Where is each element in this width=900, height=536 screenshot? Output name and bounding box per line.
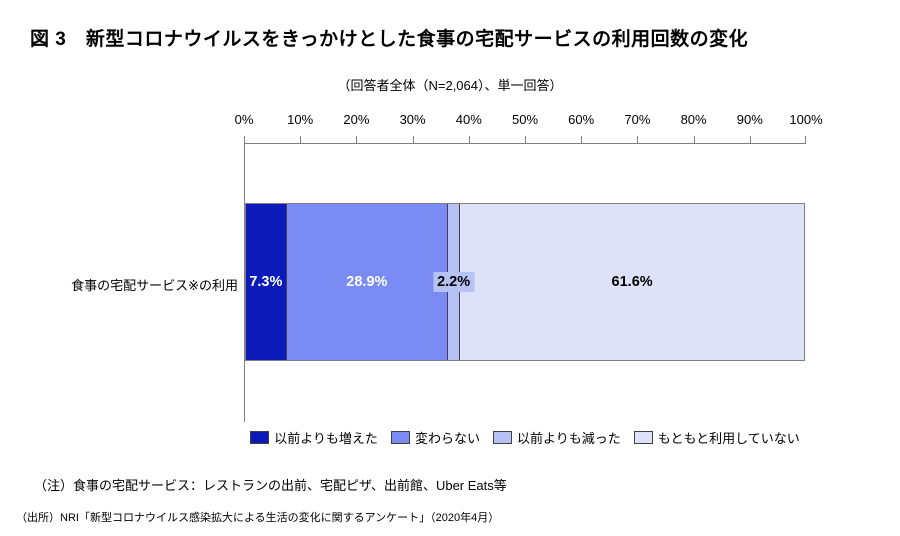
bar-segment-もともと利用していない: 61.6%	[460, 204, 804, 360]
legend-swatch	[250, 431, 270, 444]
x-tick-mark	[300, 136, 302, 143]
x-tick-mark	[244, 136, 245, 143]
legend-label: 変わらない	[414, 431, 480, 446]
x-tick-label: 30%	[399, 112, 426, 127]
x-axis-tick-labels: 0% 10% 20% 30% 40% 50% 60% 70% 80% 90% 100%	[235, 112, 823, 130]
x-tick-mark	[412, 136, 414, 143]
x-tick-mark	[356, 136, 358, 143]
x-axis-tick-marks	[244, 136, 806, 143]
x-tick-mark	[805, 136, 806, 143]
legend-item: もともと利用していない	[633, 428, 800, 447]
y-axis-line	[244, 143, 245, 422]
x-tick-mark	[468, 136, 470, 143]
x-tick-label: 90%	[736, 112, 763, 127]
bar-segment-以前よりも増えた: 7.3%	[246, 204, 287, 360]
legend-label: もともと利用していない	[657, 431, 800, 446]
figure-subtitle: （回答者全体（N=2,064）、単一回答）	[337, 78, 563, 93]
legend-swatch	[492, 431, 512, 444]
x-tick-label: 20%	[343, 112, 370, 127]
segment-value-label: 61.6%	[611, 274, 653, 290]
x-tick-label: 80%	[680, 112, 707, 127]
legend-item: 変わらない	[390, 428, 480, 447]
x-tick-label: 40%	[455, 112, 482, 127]
legend-item: 以前よりも減った	[492, 428, 621, 447]
legend-item: 以前よりも増えた	[250, 428, 378, 447]
x-tick-label: 0%	[234, 112, 254, 127]
figure-title: 図 3 新型コロナウイルスをきっかけとした食事の宅配サービスの利用回数の変化	[30, 29, 749, 50]
segment-value-label: 2.2%	[433, 272, 475, 292]
x-tick-mark	[637, 136, 639, 143]
legend-swatch	[633, 431, 653, 444]
legend-label: 以前よりも増えた	[274, 431, 378, 446]
x-tick-label: 100%	[789, 112, 823, 127]
x-axis-line	[244, 143, 806, 144]
legend-swatch	[390, 431, 410, 444]
note-text: （注）食事の宅配サービス：レストランの出前、宅配ピザ、出前館、Uber Eats…	[34, 478, 507, 493]
bar-segment-以前よりも減った: 2.2%	[433, 204, 475, 360]
stacked-bar: 7.3% 28.9% 2.2% 61.6%	[245, 203, 805, 361]
source-text: （出所）NRI「新型コロナウイルス感染拡大による生活の変化に関するアンケート」（…	[16, 512, 500, 524]
legend: 以前よりも増えた 変わらない 以前よりも減った もともと利用していない	[244, 428, 806, 447]
legend-label: 以前よりも減った	[516, 431, 621, 446]
x-tick-mark	[581, 136, 583, 143]
bar-segment-変わらない: 28.9%	[286, 204, 448, 360]
x-tick-label: 50%	[511, 112, 539, 127]
x-tick-label: 70%	[624, 112, 651, 127]
segment-value-label: 28.9%	[346, 274, 388, 290]
category-label: 食事の宅配サービス※の利用	[71, 278, 238, 293]
x-tick-label: 60%	[568, 112, 595, 127]
segment-value-label: 7.3%	[249, 274, 283, 290]
x-tick-label: 10%	[287, 112, 314, 127]
x-tick-mark	[749, 136, 751, 143]
x-tick-mark	[693, 136, 695, 143]
x-tick-mark	[525, 136, 526, 143]
